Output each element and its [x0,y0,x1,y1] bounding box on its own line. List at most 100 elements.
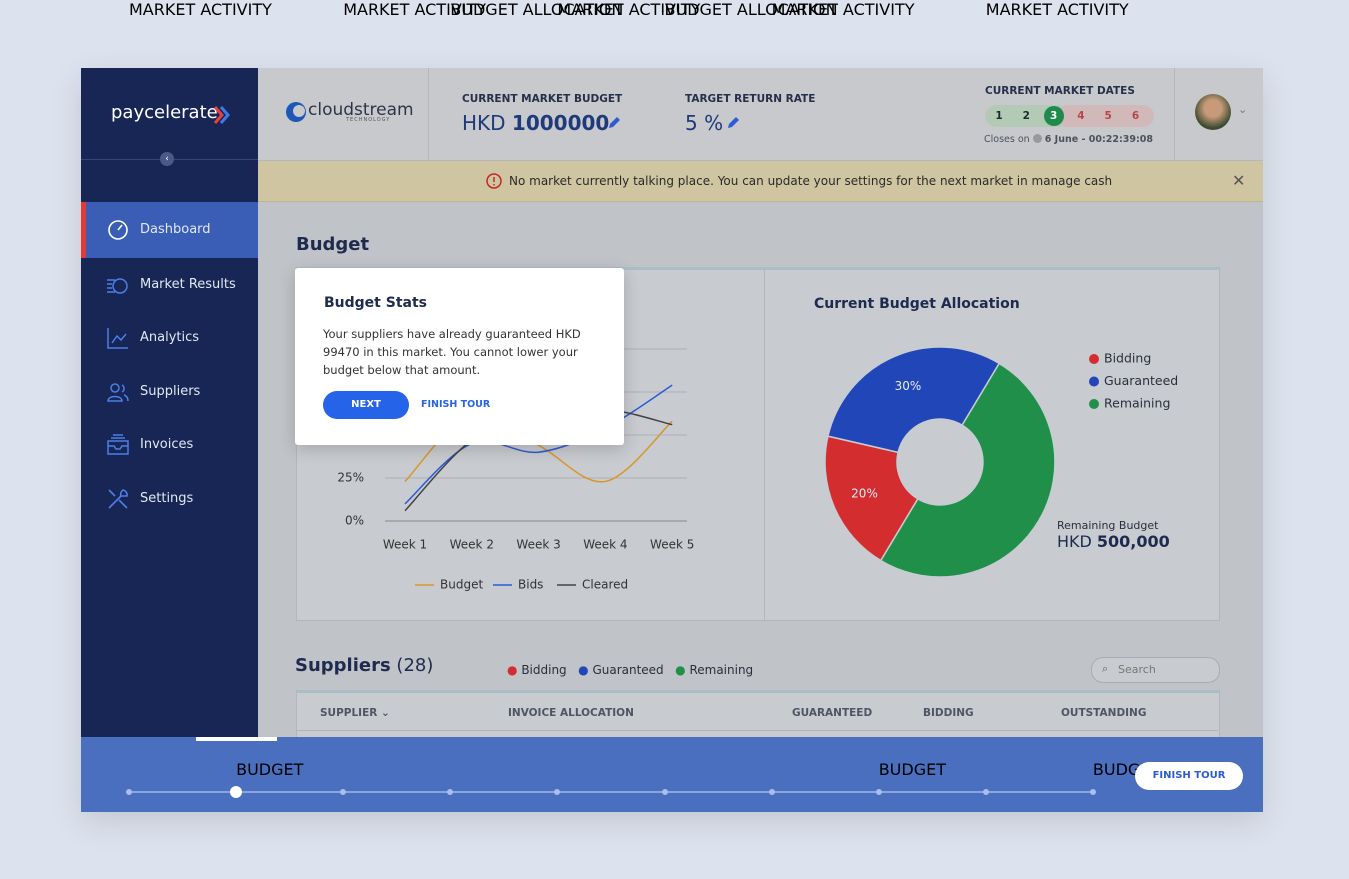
company-name: cloudstream [308,100,414,120]
budget: HKD 1000000 [462,111,610,135]
row-divider [296,730,1218,731]
section-title: Budget [296,234,370,255]
y-tick-label: 25% [337,471,364,485]
column-header: BIDDING [923,707,974,719]
column-header[interactable]: SUPPLIER ⌄ [320,707,390,719]
x-tick-label: Week 3 [516,538,560,552]
legend-dot [1089,376,1099,387]
supplier-legend: ● Bidding ● Guaranteed ● Remaining [507,663,754,677]
y-tick-label: 0% [345,514,364,528]
dropdown-arrow[interactable]: ⌄ [1238,103,1248,116]
x-tick-label: Week 5 [650,538,694,552]
close-button[interactable]: ✕ [1232,171,1246,190]
tour-step-label[interactable]: BUDGET ALLOCATION [450,0,624,19]
legend-label: Budget [440,578,483,592]
nav-item[interactable]: Dashboard [81,202,258,258]
nav-item[interactable]: Suppliers [81,364,258,420]
rate: 5 % [685,111,724,135]
logo-mark [213,106,230,124]
tour-bar [81,737,1263,812]
edit-icon[interactable] [607,116,621,130]
legend-label: Bids [518,578,543,592]
tour-step-dot[interactable] [875,789,882,795]
legend-label: Remaining [1104,396,1170,411]
annotation-label: Remaining Budget [1057,519,1159,532]
tour-step-label[interactable]: BUDGET [236,760,304,779]
date-pill: 3 [1043,106,1064,126]
legend-label: Guaranteed [1104,373,1178,388]
active-indicator [196,737,277,741]
slice-label: 30% [895,379,922,393]
tour-step-label[interactable]: MARKET ACTIVITY [343,0,487,19]
tour-step-dot[interactable] [340,789,347,795]
future-dates [1057,105,1154,127]
nav-item[interactable]: Analytics [81,310,258,366]
tour-step-dot[interactable] [447,789,454,795]
divider [428,68,429,160]
legend-dot [1089,354,1099,364]
divider [1174,68,1175,160]
search-box[interactable]: ⌕ Search [1091,657,1220,683]
date-pill: 5 [1104,110,1112,122]
tour-step-dot[interactable] [1089,789,1096,795]
pie-slice [824,435,919,562]
finish-button[interactable]: FINISH TOUR [1135,762,1243,790]
date-pill: 1 [995,110,1003,122]
pie-slice [879,362,1056,578]
column-header: INVOICE ALLOCATION [508,707,634,719]
tour-step-label[interactable]: MARKET ACTIVITY [129,0,272,19]
tour-step-dot[interactable] [230,786,243,798]
popup-body: Your suppliers have already guaranteed H… [323,327,581,377]
company-sub: TECHNOLOGY [346,117,391,123]
nav-item[interactable]: Market Results [81,257,258,313]
tour-step-label[interactable]: MARKET ACTIVITY [771,0,915,19]
legend-dot [1089,399,1099,409]
alert-icon [486,173,502,189]
banner [258,161,1263,202]
tour-step-dot[interactable] [768,789,775,795]
tour-step-label[interactable]: MARKET ACTIVITY [985,0,1129,19]
column-header: GUARANTEED [792,707,873,719]
x-tick-label: Week 2 [450,538,494,552]
collapse-button[interactable]: ‹ [160,152,174,166]
edit-icon[interactable] [726,116,740,130]
nav-item[interactable]: Invoices [81,417,258,473]
line-series [404,384,673,505]
avatar[interactable] [1195,94,1231,130]
x-tick-label: Week 4 [583,538,627,552]
sidebar [81,68,258,737]
budget-label: CURRENT MARKET BUDGET [462,93,623,105]
company-logo [286,102,306,122]
next-button[interactable]: NEXT [323,391,409,419]
tour-step-dot[interactable] [982,789,989,795]
tour-popup: Budget Stats Your suppliers have already… [295,268,624,445]
tour-step-label[interactable]: BUDGET [878,760,946,779]
dates-label: CURRENT MARKET DATES [985,85,1135,97]
chart-title: Current Budget Allocation [814,296,1020,312]
tour-track [129,791,1092,793]
date-pill: 2 [1022,110,1030,122]
annotation-currency: HKD [1057,532,1092,551]
closes: Closes on 6 June - 00:22:39:08 [984,134,1154,145]
tour-step-label[interactable]: BUDGET ALLOCATION [664,0,838,19]
date-pill: 6 [1131,110,1140,122]
date-pill: 4 [1077,110,1085,122]
banner-text: No market currently talking place. You c… [509,174,1113,188]
finish-link[interactable]: FINISH TOUR [421,399,491,410]
rate-label: TARGET RETURN RATE [685,93,816,105]
slice-label: 20% [851,487,878,501]
suppliers-title: Suppliers (28) [295,655,434,676]
annotation-value: HKD 500,000 [1057,532,1170,551]
x-tick-label: Week 1 [383,538,427,552]
nav-item[interactable]: Settings [81,471,258,527]
column-header: OUTSTANDING [1061,707,1147,719]
tour-step-dot[interactable] [661,789,668,795]
tour-step-dot[interactable] [126,789,132,795]
legend-label: Cleared [582,578,628,592]
legend-label: Bidding [1104,351,1151,366]
pie-slice [827,346,1001,454]
tour-step-dot[interactable] [554,789,561,795]
logo: paycelerate [111,102,218,123]
tour-step-label[interactable]: MARKET ACTIVITY [557,0,701,19]
